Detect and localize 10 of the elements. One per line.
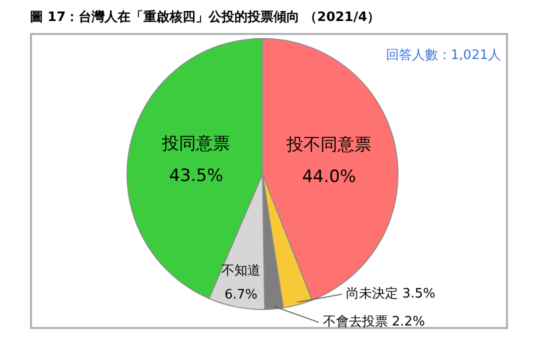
data-label: 43.5% [169, 166, 224, 186]
slice-label: 不會去投票 2.2% [322, 314, 425, 330]
data-label: 6.7% [224, 287, 258, 302]
chart-title: 圖 17：台灣人在「重啟核四」公投的投票傾向 （2021/4） [30, 8, 380, 26]
slice-label: 不知道 [221, 263, 260, 278]
text: 回答人數：1,021人 [386, 47, 501, 64]
slice-label: 尚未決定 3.5% [346, 286, 436, 302]
slice-label: 投不同意票 [286, 134, 372, 155]
data-label: 44.0% [302, 166, 356, 187]
slice-label: 投同意票 [161, 134, 230, 154]
